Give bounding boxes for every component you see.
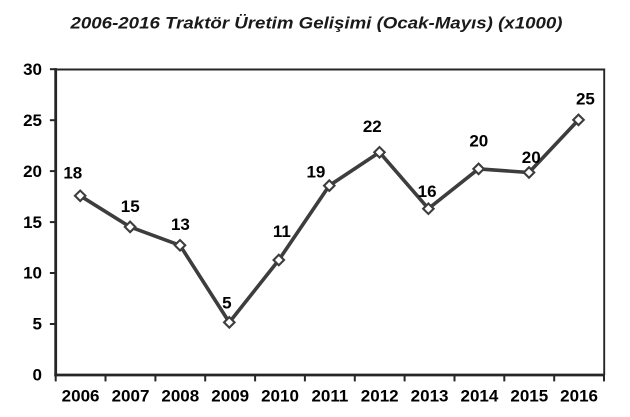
svg-text:2006: 2006 [62, 387, 100, 406]
svg-text:18: 18 [63, 163, 82, 182]
svg-text:2015: 2015 [510, 387, 548, 406]
svg-text:15: 15 [23, 213, 42, 232]
svg-text:22: 22 [363, 117, 382, 136]
svg-text:25: 25 [23, 111, 42, 130]
svg-text:2009: 2009 [211, 387, 249, 406]
svg-text:25: 25 [576, 89, 595, 108]
svg-text:2016: 2016 [560, 387, 598, 406]
svg-text:2012: 2012 [361, 387, 399, 406]
svg-text:20: 20 [522, 148, 541, 167]
svg-text:2014: 2014 [460, 387, 498, 406]
svg-text:19: 19 [306, 162, 325, 181]
svg-text:2013: 2013 [411, 387, 449, 406]
svg-text:20: 20 [23, 162, 42, 181]
svg-text:30: 30 [23, 60, 42, 79]
svg-text:15: 15 [121, 197, 140, 216]
svg-text:2007: 2007 [112, 387, 150, 406]
svg-text:16: 16 [418, 182, 437, 201]
svg-text:2008: 2008 [161, 387, 199, 406]
svg-text:2011: 2011 [311, 387, 348, 406]
svg-text:2010: 2010 [261, 387, 299, 406]
svg-text:11: 11 [273, 222, 291, 241]
svg-text:13: 13 [171, 215, 190, 234]
svg-text:2006-2016 Traktör Üretim Geliş: 2006-2016 Traktör Üretim Gelişimi (Ocak-… [69, 14, 563, 33]
svg-text:10: 10 [23, 264, 42, 283]
svg-text:5: 5 [222, 293, 231, 312]
svg-text:0: 0 [33, 366, 42, 385]
svg-text:5: 5 [33, 315, 42, 334]
svg-text:20: 20 [469, 132, 488, 151]
